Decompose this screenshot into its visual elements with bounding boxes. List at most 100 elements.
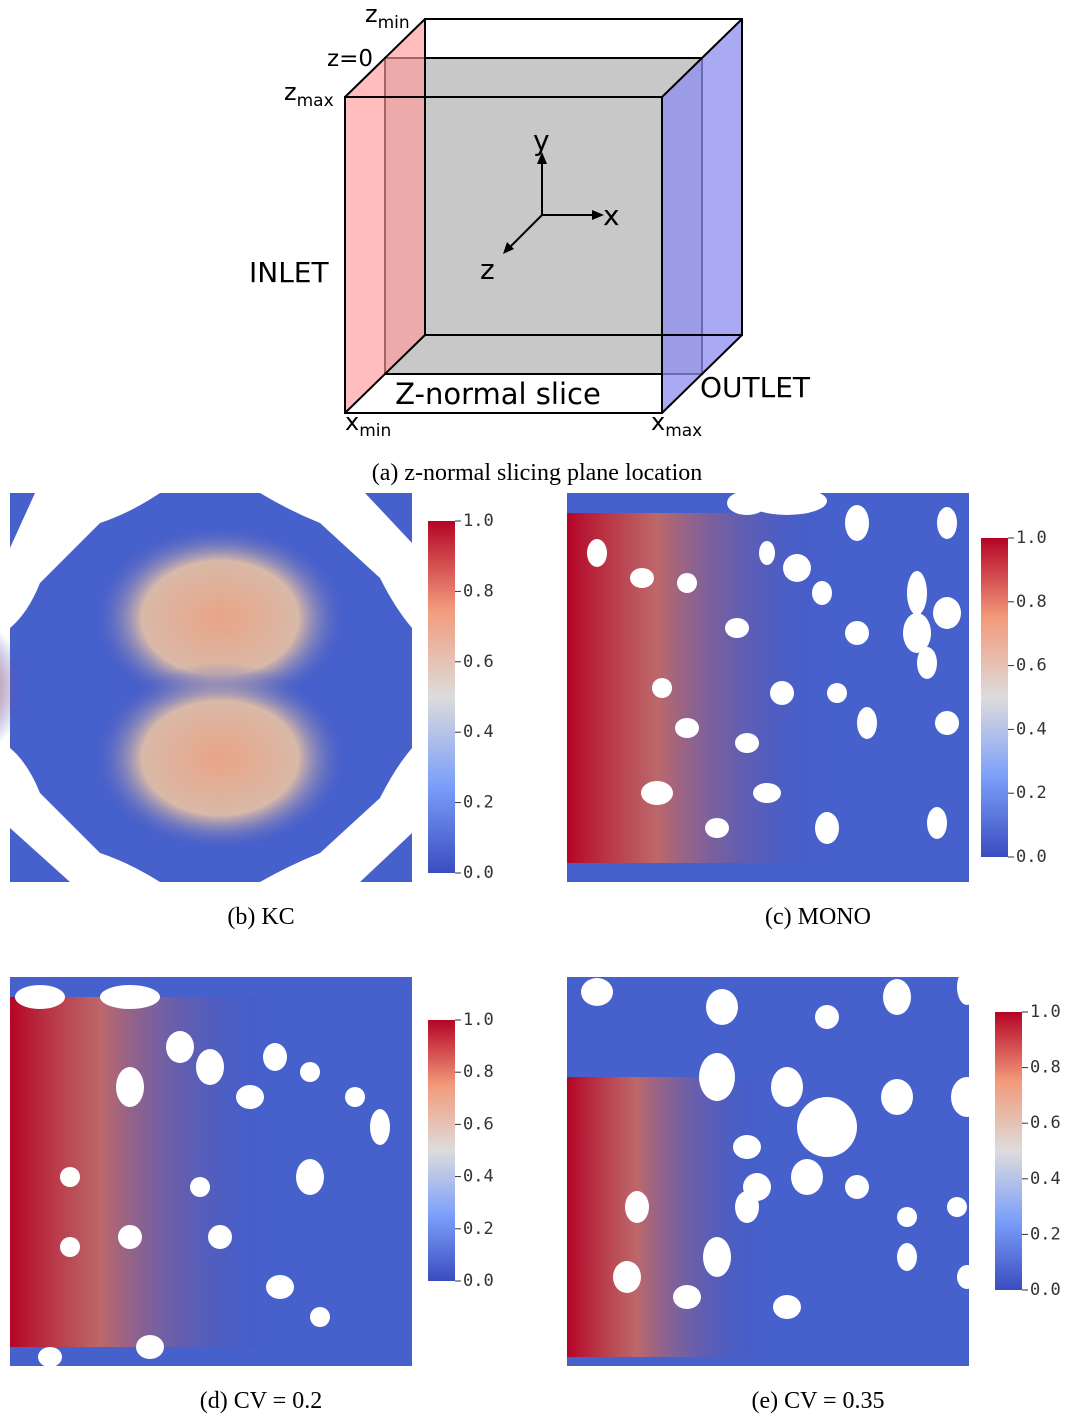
- pore: [725, 618, 749, 638]
- axis-y-label: y: [533, 124, 550, 157]
- colorbar-tick-label: 1.0: [1030, 1002, 1061, 1022]
- pore: [812, 581, 832, 605]
- pore: [733, 1135, 761, 1159]
- pore: [815, 1005, 839, 1029]
- pore: [957, 969, 977, 1005]
- pore: [706, 989, 738, 1025]
- x-max-label: xmax: [651, 408, 702, 441]
- outlet-face: [662, 19, 742, 413]
- pore: [190, 1177, 210, 1197]
- pore: [759, 541, 775, 565]
- axis-x-label: x: [603, 199, 620, 232]
- panel-caption: (c) MONO: [765, 904, 871, 930]
- colorbar-tick-label: 0.6: [463, 652, 494, 672]
- pore: [116, 1067, 144, 1107]
- pore: [917, 647, 937, 679]
- pore: [166, 1031, 194, 1063]
- solid-corner: [260, 748, 412, 882]
- colorbar: [428, 521, 455, 873]
- z-zero-label: z=0: [327, 46, 373, 72]
- pore: [587, 539, 607, 567]
- pore: [136, 1335, 164, 1359]
- hot-region: [567, 1077, 767, 1357]
- pore: [236, 1085, 264, 1109]
- pore: [815, 812, 839, 844]
- inlet-label: INLET: [249, 256, 329, 289]
- pore: [883, 979, 911, 1015]
- pore: [903, 613, 931, 653]
- pore: [771, 1067, 803, 1107]
- pore: [747, 487, 827, 515]
- hot-region: [0, 617, 100, 757]
- pore: [196, 1049, 224, 1085]
- colorbar: [995, 1012, 1022, 1290]
- colorbar-tick-label: 0.6: [463, 1114, 494, 1134]
- colorbar-tick-label: 0.0: [1030, 1280, 1061, 1300]
- slice-label: Z-normal slice: [395, 377, 601, 411]
- pore: [100, 985, 160, 1009]
- colorbar-tick-label: 0.2: [1016, 783, 1047, 803]
- x-min-label: xmin: [345, 408, 391, 441]
- pore: [677, 573, 697, 593]
- axis-z-label: z: [480, 253, 495, 286]
- pore: [735, 733, 759, 753]
- pore: [675, 718, 699, 738]
- colorbar-tick-label: 1.0: [1016, 528, 1047, 548]
- z-min-label: zmin: [365, 0, 410, 33]
- colorbar-tick-label: 0.2: [463, 793, 494, 813]
- pore: [947, 1197, 967, 1217]
- pore: [345, 1087, 365, 1107]
- colorbar-tick-label: 0.0: [463, 863, 494, 883]
- box-edges: [344, 18, 743, 414]
- pore: [705, 818, 729, 838]
- caption: (a) z-normal slicing plane location: [372, 460, 703, 486]
- domain-diagram: zmin z=0 zmax y x z INLET Z-normal slice…: [249, 0, 811, 486]
- pore: [263, 1043, 287, 1071]
- pore: [625, 1191, 649, 1223]
- colorbar-tick-label: 0.8: [1030, 1058, 1061, 1078]
- heatmap-panel: 0.0 0.2 0.4 0.6 0.8 1.0 (b) KC: [0, 493, 494, 930]
- colorbar-tick-label: 0.8: [463, 1062, 494, 1082]
- pore: [208, 1225, 232, 1249]
- hot-region: [10, 997, 270, 1347]
- pore: [845, 505, 869, 541]
- warm-region: [90, 663, 350, 853]
- z-max-label: zmax: [284, 78, 334, 111]
- pore: [652, 678, 672, 698]
- pore: [907, 571, 927, 615]
- pore: [927, 807, 947, 839]
- colorbar-tick-label: 1.0: [463, 1010, 494, 1030]
- pore: [699, 1053, 735, 1101]
- front-face: [344, 96, 663, 414]
- pore: [630, 568, 654, 588]
- pore: [613, 1261, 641, 1293]
- pore: [933, 597, 961, 629]
- pore: [827, 683, 847, 703]
- colorbar-tick-label: 0.8: [1016, 592, 1047, 612]
- pore: [703, 1237, 731, 1277]
- pore: [60, 1167, 80, 1187]
- panel-caption: (e) CV = 0.35: [751, 1388, 884, 1414]
- pore: [641, 781, 673, 805]
- pore: [60, 1237, 80, 1257]
- pore: [296, 1159, 324, 1195]
- pore: [845, 1175, 869, 1199]
- colorbar-tick-label: 1.0: [463, 511, 494, 531]
- heatmap-panel: 0.0 0.2 0.4 0.6 0.8 1.0 (c) MONO: [567, 487, 1047, 930]
- pore: [673, 1285, 701, 1309]
- colorbar: [428, 1020, 455, 1281]
- pore: [857, 707, 877, 739]
- pore: [897, 1243, 917, 1271]
- colorbar-tick-label: 0.6: [1016, 656, 1047, 676]
- colorbar-tick-label: 0.4: [1016, 719, 1047, 739]
- pore: [935, 711, 959, 735]
- solid-corner: [10, 748, 160, 882]
- pore: [15, 985, 65, 1009]
- pore: [118, 1225, 142, 1249]
- warm-region: [90, 523, 350, 713]
- pore: [581, 978, 613, 1006]
- pore: [38, 1347, 62, 1367]
- colorbar-tick-label: 0.4: [1030, 1169, 1061, 1189]
- pore: [897, 1207, 917, 1227]
- colorbar: [981, 538, 1008, 857]
